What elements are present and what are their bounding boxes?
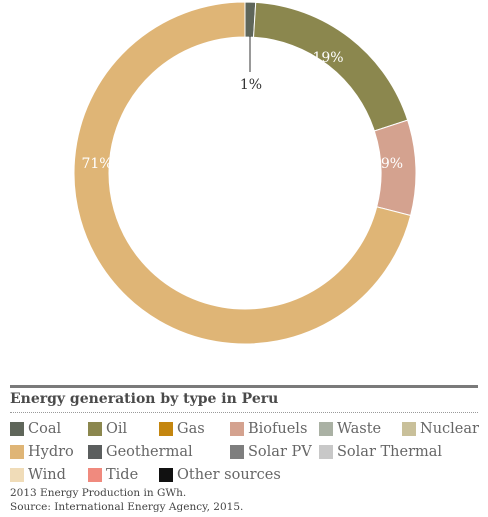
- legend-swatch-oil: [88, 421, 102, 436]
- legend-item-biofuels: Biofuels: [230, 417, 307, 440]
- title-rule: [10, 385, 478, 388]
- legend: Coal Oil Gas Biofuels Waste Nuclear Hydr…: [10, 417, 480, 486]
- legend-swatch-other-sources: [159, 467, 173, 482]
- legend-label-hydro: Hydro: [28, 443, 74, 460]
- legend-item-other-sources: Other sources: [159, 463, 281, 486]
- legend-item-waste: Waste: [319, 417, 381, 440]
- legend-item-solar-thermal: Solar Thermal: [319, 440, 442, 463]
- legend-swatch-gas: [159, 421, 173, 436]
- legend-label-gas: Gas: [177, 420, 205, 437]
- slice-hydro: [73, 1, 412, 345]
- data-label-hydro: 71%: [81, 156, 112, 172]
- legend-item-solar-pv: Solar PV: [230, 440, 312, 463]
- legend-label-biofuels: Biofuels: [248, 420, 308, 437]
- legend-swatch-biofuels: [230, 421, 244, 436]
- footnote: 2013 Energy Production in GWh.: [10, 487, 187, 499]
- legend-row: Coal Oil Gas Biofuels Waste Nuclear: [10, 417, 480, 440]
- legend-label-tide: Tide: [106, 466, 139, 483]
- legend-item-gas: Gas: [159, 417, 205, 440]
- legend-label-nuclear: Nuclear: [420, 420, 479, 437]
- legend-swatch-tide: [88, 467, 102, 482]
- legend-swatch-geothermal: [88, 444, 102, 459]
- legend-swatch-solar-thermal: [319, 444, 333, 459]
- legend-swatch-waste: [319, 421, 333, 436]
- data-label-coal: 1%: [240, 77, 262, 93]
- legend-item-coal: Coal: [10, 417, 61, 440]
- legend-label-oil: Oil: [106, 420, 128, 437]
- data-label-oil: 19%: [312, 50, 343, 66]
- legend-item-hydro: Hydro: [10, 440, 74, 463]
- legend-swatch-hydro: [10, 444, 24, 459]
- chart-title: Energy generation by type in Peru: [10, 391, 279, 407]
- legend-label-waste: Waste: [337, 420, 382, 437]
- data-label-biofuels: 9%: [381, 156, 403, 172]
- legend-label-other-sources: Other sources: [177, 466, 281, 483]
- legend-item-nuclear: Nuclear: [402, 417, 479, 440]
- legend-swatch-coal: [10, 421, 24, 436]
- source-note: Source: International Energy Agency, 201…: [10, 501, 244, 513]
- legend-row: Wind Tide Other sources: [10, 463, 480, 486]
- legend-item-geothermal: Geothermal: [88, 440, 193, 463]
- title-divider: [10, 412, 478, 413]
- legend-label-coal: Coal: [28, 420, 62, 437]
- legend-swatch-wind: [10, 467, 24, 482]
- legend-item-oil: Oil: [88, 417, 127, 440]
- legend-item-wind: Wind: [10, 463, 66, 486]
- donut-chart: 1% 19% 9% 71%: [73, 1, 417, 345]
- slice-oil: [253, 1, 409, 132]
- legend-item-tide: Tide: [88, 463, 138, 486]
- legend-label-geothermal: Geothermal: [106, 443, 193, 460]
- legend-label-wind: Wind: [28, 466, 66, 483]
- legend-swatch-solar-pv: [230, 444, 244, 459]
- legend-label-solar-thermal: Solar Thermal: [337, 443, 443, 460]
- legend-label-solar-pv: Solar PV: [248, 443, 312, 460]
- legend-row: Hydro Geothermal Solar PV Solar Thermal: [10, 440, 480, 463]
- legend-swatch-nuclear: [402, 421, 416, 436]
